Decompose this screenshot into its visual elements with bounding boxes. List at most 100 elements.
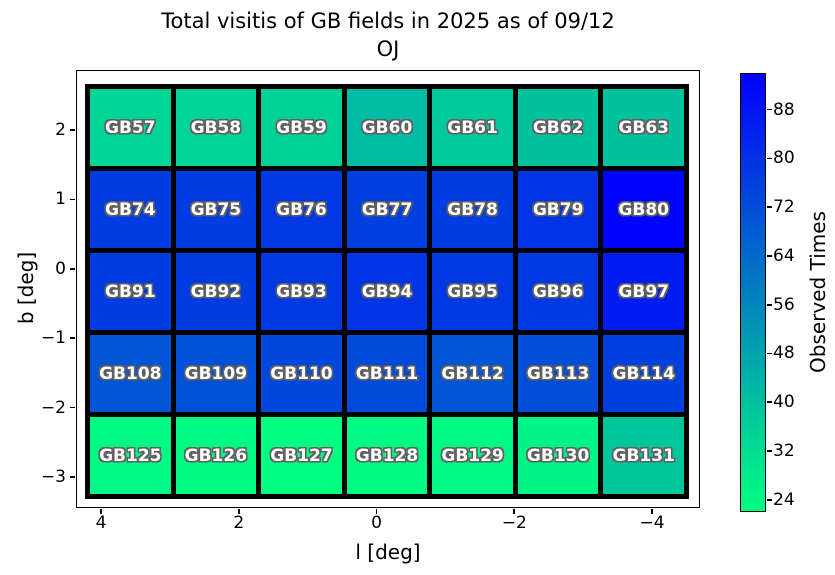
- heatmap-cell: GB125: [90, 417, 171, 494]
- heatmap-cell: GB79: [517, 171, 599, 248]
- heatmap-cell-label: GB111: [355, 363, 419, 384]
- heatmap-cell: GB76: [261, 171, 342, 248]
- heatmap-cell-label: GB128: [355, 445, 419, 466]
- heatmap-cell: GB62: [517, 89, 599, 166]
- heatmap-cell-label: GB77: [361, 199, 413, 220]
- x-tick-label: 2: [233, 513, 245, 533]
- heatmap-cell: GB112: [432, 335, 513, 412]
- plot-area: GB57 GB58 GB59 GB60 GB61 GB62 GB63 GB74 GB75 GB76…: [76, 70, 700, 508]
- x-tick-label: 0: [371, 513, 382, 533]
- heatmap-cell: GB60: [346, 89, 428, 166]
- heatmap-cell: GB80: [603, 171, 684, 248]
- colorbar-tick-label: 56: [773, 294, 795, 315]
- colorbar-tick-mark: [767, 108, 772, 111]
- heatmap-cell-label: GB78: [447, 199, 498, 220]
- colorbar-tick-mark: [767, 303, 772, 306]
- x-tick-label: −2: [501, 513, 527, 533]
- heatmap-cell: GB130: [517, 417, 599, 494]
- heatmap-cell: GB109: [175, 335, 257, 412]
- heatmap-cell-label: GB75: [190, 199, 242, 220]
- heatmap-cell: GB114: [603, 335, 684, 412]
- heatmap-cell: GB127: [261, 417, 342, 494]
- y-tick-mark: [70, 337, 75, 339]
- heatmap-cell-label: GB74: [104, 199, 156, 220]
- heatmap-cell: GB91: [90, 253, 171, 330]
- heatmap-cell-label: GB130: [526, 445, 590, 466]
- heatmap-cell-label: GB62: [532, 117, 584, 138]
- y-tick-label: 0: [55, 258, 66, 279]
- y-tick-label: 1: [55, 189, 66, 210]
- heatmap-cell: GB129: [432, 417, 513, 494]
- heatmap-cell: GB113: [517, 335, 599, 412]
- colorbar-tick-mark: [767, 401, 772, 404]
- colorbar: [740, 73, 766, 512]
- heatmap-cell-label: GB127: [270, 445, 333, 466]
- page-subtitle: OJ: [376, 37, 400, 61]
- colorbar-label: Observed Times: [806, 211, 830, 373]
- x-tick-mark: [513, 509, 516, 514]
- heatmap-cell-label: GB92: [190, 281, 242, 302]
- colorbar-tick-label: 40: [773, 392, 795, 413]
- heatmap-cell-label: GB61: [447, 117, 498, 138]
- y-tick-mark: [70, 406, 75, 409]
- y-tick-mark: [70, 129, 75, 131]
- heatmap-cell-label: GB58: [190, 117, 242, 138]
- heatmap-cell-label: GB131: [612, 445, 675, 466]
- y-tick-mark: [70, 476, 75, 478]
- heatmap-cell: GB57: [90, 89, 171, 166]
- x-tick-mark: [651, 509, 653, 514]
- heatmap-cell: GB77: [346, 171, 428, 248]
- heatmap-cell-label: GB108: [99, 363, 162, 384]
- heatmap-cell-label: GB114: [612, 363, 675, 384]
- colorbar-tick-label: 48: [773, 343, 795, 364]
- page-title: Total visitis of GB fields in 2025 as of…: [161, 9, 615, 33]
- colorbar-tick-label: 72: [773, 197, 795, 218]
- x-tick-mark: [375, 509, 378, 514]
- colorbar-tick-mark: [767, 352, 772, 355]
- heatmap-cell-label: GB63: [618, 117, 669, 138]
- heatmap-cell-label: GB129: [441, 445, 504, 466]
- heatmap-cell: GB78: [432, 171, 513, 248]
- heatmap-cell-label: GB91: [104, 281, 156, 302]
- heatmap-cell: GB97: [603, 253, 684, 330]
- colorbar-tick-mark: [767, 450, 772, 452]
- colorbar-gradient: [741, 74, 765, 511]
- heatmap-cell: GB58: [175, 89, 257, 166]
- y-tick-label: 2: [55, 120, 66, 140]
- heatmap-cell: GB108: [90, 335, 171, 412]
- y-tick-label: −1: [40, 328, 66, 349]
- x-tick-mark: [237, 509, 240, 514]
- heatmap-cell: GB95: [432, 253, 513, 330]
- colorbar-tick-mark: [767, 255, 772, 257]
- heatmap-cell-label: GB76: [276, 199, 327, 220]
- heatmap-cell-label: GB57: [104, 117, 156, 138]
- heatmap-cell: GB111: [346, 335, 428, 412]
- heatmap-cell: GB61: [432, 89, 513, 166]
- heatmap-grid: GB57 GB58 GB59 GB60 GB61 GB62 GB63 GB74 GB75 GB76…: [85, 84, 689, 499]
- x-tick-label: −4: [639, 513, 665, 533]
- heatmap-cell: GB94: [346, 253, 428, 330]
- heatmap-cell-label: GB109: [184, 363, 248, 384]
- colorbar-tick-label: 80: [773, 148, 795, 169]
- heatmap-cell: GB128: [346, 417, 428, 494]
- colorbar-tick-label: 24: [773, 489, 795, 510]
- heatmap-cell-label: GB125: [99, 445, 162, 466]
- heatmap-cell: GB59: [261, 89, 342, 166]
- heatmap-cell-label: GB93: [276, 281, 327, 302]
- heatmap-cell-label: GB79: [532, 199, 584, 220]
- heatmap-cell-label: GB59: [276, 117, 327, 138]
- y-tick-mark: [70, 267, 75, 270]
- colorbar-tick-mark: [767, 498, 772, 501]
- y-tick-label: −3: [40, 466, 66, 487]
- y-tick-label: −2: [40, 397, 66, 418]
- heatmap-cell: GB126: [175, 417, 257, 494]
- heatmap-cell: GB131: [603, 417, 684, 494]
- heatmap-cell-label: GB80: [618, 199, 669, 220]
- heatmap-cell: GB75: [175, 171, 257, 248]
- heatmap-cell-label: GB96: [532, 281, 584, 302]
- colorbar-tick-mark: [767, 157, 772, 160]
- heatmap-cell-label: GB94: [361, 281, 413, 302]
- heatmap-cell: GB74: [90, 171, 171, 248]
- colorbar-tick-label: 32: [773, 441, 795, 462]
- heatmap-cell-label: GB126: [184, 445, 248, 466]
